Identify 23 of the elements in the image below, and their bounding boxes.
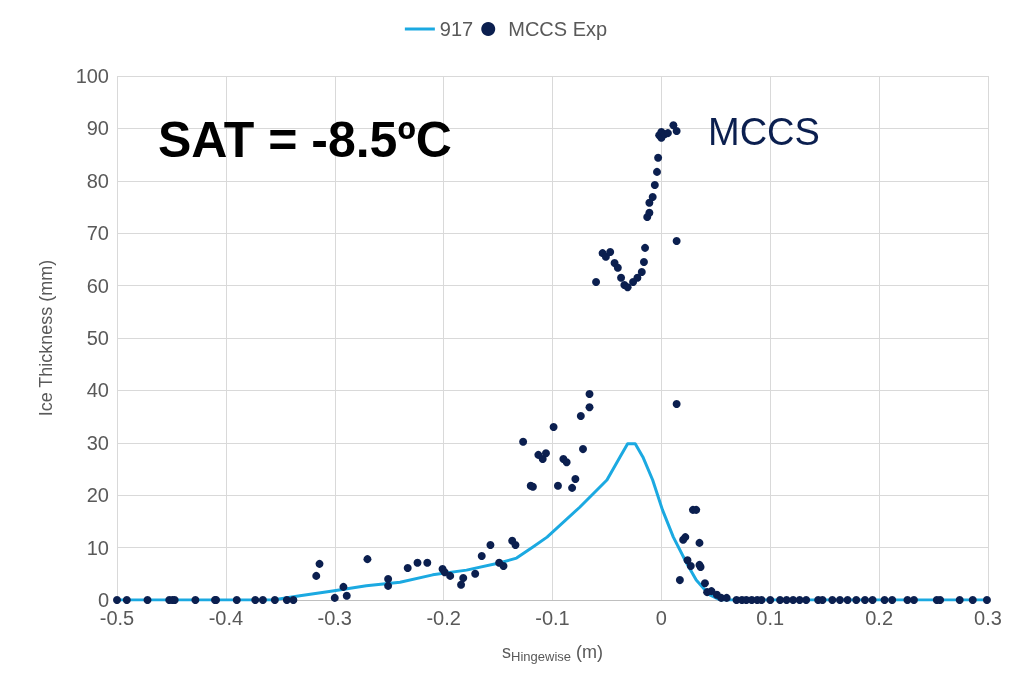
y-tick-label: 70 — [86, 222, 109, 245]
x-tick-label: -0.3 — [317, 607, 352, 629]
annotation: SAT = -8.5ºC — [158, 112, 452, 168]
legend-label: MCCS Exp — [508, 18, 608, 40]
y-tick-label: 50 — [86, 327, 109, 349]
y-tick-label: 20 — [86, 484, 109, 507]
y-tick-label: 60 — [86, 274, 109, 297]
x-tick-label: 0.3 — [974, 607, 1002, 629]
y-tick-label: 30 — [86, 431, 109, 454]
y-tick-label: 100 — [75, 65, 109, 87]
y-tick-label: 80 — [86, 169, 109, 192]
x-tick-label: -0.2 — [426, 607, 461, 629]
y-axis-title: Ice Thickness (mm) — [36, 259, 56, 417]
legend-label: 917 — [439, 18, 474, 40]
x-tick-label: 0 — [655, 607, 667, 629]
y-tick-label: 90 — [86, 117, 109, 140]
y-tick-label: 40 — [86, 379, 109, 402]
y-tick-label: 10 — [86, 536, 109, 559]
x-tick-label: -0.4 — [208, 607, 244, 629]
x-tick-label: 0.2 — [865, 607, 894, 629]
annotation: MCCS — [708, 111, 820, 153]
x-tick-label: 0.1 — [756, 607, 785, 629]
x-tick-label: -0.1 — [535, 607, 570, 629]
